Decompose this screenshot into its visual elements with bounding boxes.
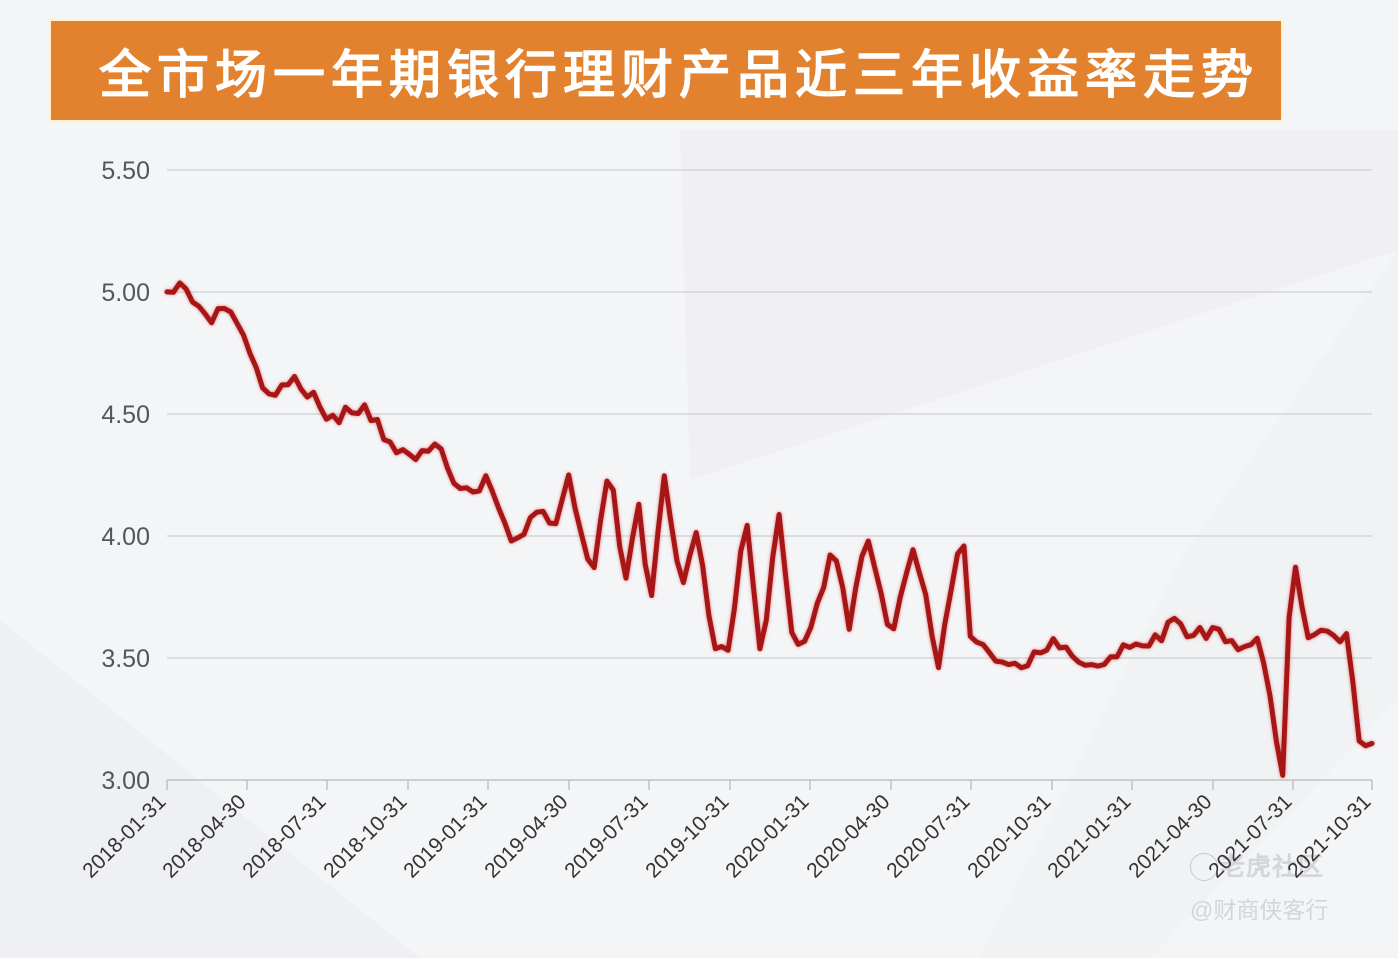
svg-text:2019-04-30: 2019-04-30	[480, 790, 572, 882]
svg-text:2018-01-31: 2018-01-31	[78, 790, 170, 882]
svg-text:5.00: 5.00	[101, 279, 150, 307]
svg-text:2018-07-31: 2018-07-31	[238, 790, 330, 882]
svg-text:2021-07-31: 2021-07-31	[1204, 790, 1296, 882]
svg-text:2020-10-31: 2020-10-31	[963, 790, 1055, 882]
svg-text:2020-07-31: 2020-07-31	[882, 790, 974, 882]
svg-text:2019-01-31: 2019-01-31	[399, 790, 491, 882]
svg-text:2018-04-30: 2018-04-30	[158, 790, 250, 882]
svg-text:2021-10-31: 2021-10-31	[1283, 790, 1375, 882]
svg-text:3.50: 3.50	[101, 645, 150, 673]
svg-text:2019-07-31: 2019-07-31	[560, 790, 652, 882]
svg-text:4.00: 4.00	[101, 523, 150, 551]
svg-text:2021-04-30: 2021-04-30	[1124, 790, 1216, 882]
svg-text:2021-01-31: 2021-01-31	[1043, 790, 1135, 882]
svg-text:4.50: 4.50	[101, 401, 150, 429]
svg-text:2018-10-31: 2018-10-31	[319, 790, 411, 882]
svg-text:3.00: 3.00	[101, 767, 150, 795]
svg-text:2019-10-31: 2019-10-31	[641, 790, 733, 882]
svg-text:5.50: 5.50	[101, 157, 150, 185]
svg-text:2020-04-30: 2020-04-30	[802, 790, 894, 882]
svg-text:2020-01-31: 2020-01-31	[721, 790, 813, 882]
